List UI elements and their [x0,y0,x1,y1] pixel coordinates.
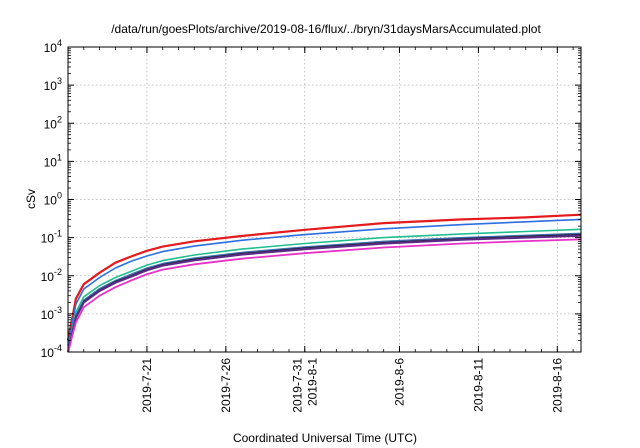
series-line-3 [67,228,582,353]
grid-lines [68,47,581,352]
y-tick-label: 100 [44,191,62,208]
x-tick-label: 2019-8-1 [305,358,319,406]
series-line-4 [67,232,582,353]
series-line-7 [67,238,582,353]
x-tick-label: 2019-8-16 [550,358,564,413]
x-axis-label: Coordinated Universal Time (UTC) [233,431,417,445]
series-lines [66,213,582,353]
y-tick-label: 10-1 [41,229,62,246]
y-tick-label: 103 [44,76,62,93]
x-tick-label: 2019-7-26 [219,358,233,413]
y-tick-label: 104 [44,38,62,55]
x-tick-label: 2019-8-11 [471,358,485,412]
y-tick-label: 102 [44,114,62,131]
series-line-2 [67,218,582,346]
series-line-6 [66,234,582,353]
x-tick-labels: 2019-7-21 2019-7-26 2019-7-31 2019-8-1 2019-… [140,358,564,413]
y-tick-label: 101 [44,152,62,169]
tick-marks [67,46,581,353]
chart-title: /data/run/goesPlots/archive/2019-08-16/f… [111,22,541,36]
series-line-1 [66,213,582,341]
y-axis-label: cSv [24,189,38,209]
y-tick-label: 10-3 [41,305,62,322]
y-tick-labels: 10-4 10-3 10-2 10-1 100 101 102 103 104 [41,38,62,360]
y-tick-label: 10-2 [41,267,62,284]
x-tick-label: 2019-7-31 [290,358,304,413]
x-tick-label: 2019-7-21 [140,358,154,413]
y-tick-label: 10-4 [41,343,62,360]
x-tick-label: 2019-8-6 [393,358,407,406]
